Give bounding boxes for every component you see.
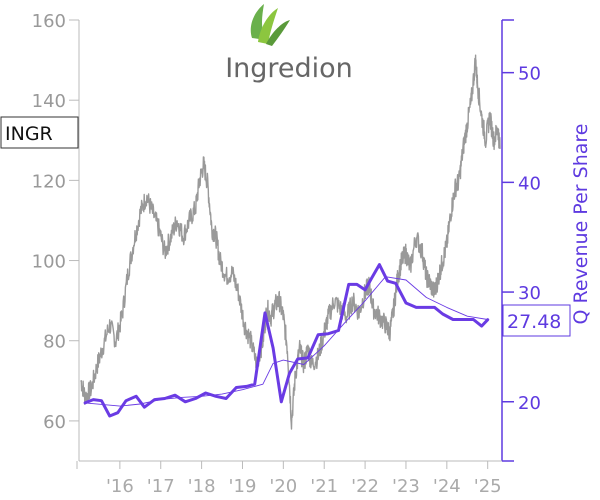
revenue-line bbox=[83, 263, 490, 418]
series-layer bbox=[80, 54, 501, 430]
x-tick-label: '25 bbox=[474, 476, 502, 497]
left-tick-label: 60 bbox=[43, 412, 66, 433]
ticker-box: INGR bbox=[0, 116, 79, 149]
price-line bbox=[80, 54, 501, 430]
x-axis-ticks: '16 '17 '18 '19 '20 '21 '22 '23 '24 '25 bbox=[76, 461, 502, 497]
left-tick-label: 80 bbox=[43, 332, 66, 353]
left-tick-label: 100 bbox=[32, 252, 66, 273]
leaf-icon bbox=[250, 4, 290, 46]
x-tick-label: '20 bbox=[269, 476, 297, 497]
x-tick-label: '16 bbox=[106, 476, 134, 497]
right-tick-label: 50 bbox=[518, 64, 541, 85]
left-tick-label: 140 bbox=[32, 91, 66, 112]
x-tick-label: '22 bbox=[351, 476, 379, 497]
x-tick-label: '18 bbox=[188, 476, 216, 497]
last-value-label: 27.48 bbox=[507, 311, 561, 333]
ticker-label: INGR bbox=[5, 123, 53, 145]
left-tick-label: 160 bbox=[32, 11, 66, 32]
right-axis-title: Q Revenue Per Share bbox=[570, 124, 592, 325]
logo-text: Ingredion bbox=[225, 53, 353, 84]
x-tick-label: '23 bbox=[392, 476, 420, 497]
x-tick-label: '19 bbox=[229, 476, 257, 497]
right-tick-label: 40 bbox=[518, 173, 541, 194]
ingredion-logo: Ingredion bbox=[225, 4, 353, 84]
last-value-box: 27.48 bbox=[502, 304, 571, 337]
right-tick-label: 30 bbox=[518, 283, 541, 304]
left-tick-label: 120 bbox=[32, 171, 66, 192]
left-axis-ticks: 60 80 100 120 140 160 bbox=[32, 11, 79, 433]
x-tick-label: '24 bbox=[433, 476, 461, 497]
x-tick-label: '21 bbox=[310, 476, 338, 497]
right-axis-ticks: 20 30 40 50 bbox=[502, 19, 541, 462]
right-tick-label: 20 bbox=[518, 393, 541, 414]
x-tick-label: '17 bbox=[147, 476, 175, 497]
